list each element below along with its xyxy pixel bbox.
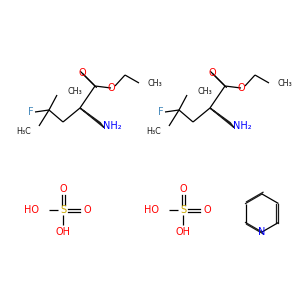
Text: HO: HO (144, 205, 159, 215)
Text: F: F (28, 107, 34, 117)
Text: N: N (258, 227, 266, 237)
Text: O: O (59, 184, 67, 194)
Text: CH₃: CH₃ (147, 79, 162, 88)
Text: OH: OH (176, 227, 190, 237)
Text: CH₃: CH₃ (67, 88, 82, 97)
Text: CH₃: CH₃ (277, 79, 292, 88)
Text: S: S (180, 205, 186, 215)
Text: NH₂: NH₂ (233, 121, 251, 131)
Text: O: O (208, 68, 216, 78)
Text: S: S (60, 205, 66, 215)
Text: O: O (107, 83, 115, 93)
Polygon shape (210, 108, 234, 128)
Text: O: O (83, 205, 91, 215)
Text: CH₃: CH₃ (197, 88, 212, 97)
Text: O: O (179, 184, 187, 194)
Text: H₃C: H₃C (146, 128, 161, 136)
Text: NH₂: NH₂ (103, 121, 121, 131)
Text: OH: OH (56, 227, 70, 237)
Text: H₃C: H₃C (16, 128, 31, 136)
Text: F: F (158, 107, 164, 117)
Text: O: O (203, 205, 211, 215)
Text: O: O (78, 68, 86, 78)
Text: HO: HO (24, 205, 39, 215)
Polygon shape (80, 108, 104, 128)
Text: O: O (237, 83, 245, 93)
